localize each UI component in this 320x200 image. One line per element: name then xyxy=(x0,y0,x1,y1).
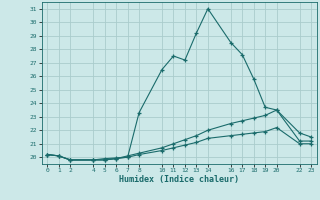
X-axis label: Humidex (Indice chaleur): Humidex (Indice chaleur) xyxy=(119,175,239,184)
